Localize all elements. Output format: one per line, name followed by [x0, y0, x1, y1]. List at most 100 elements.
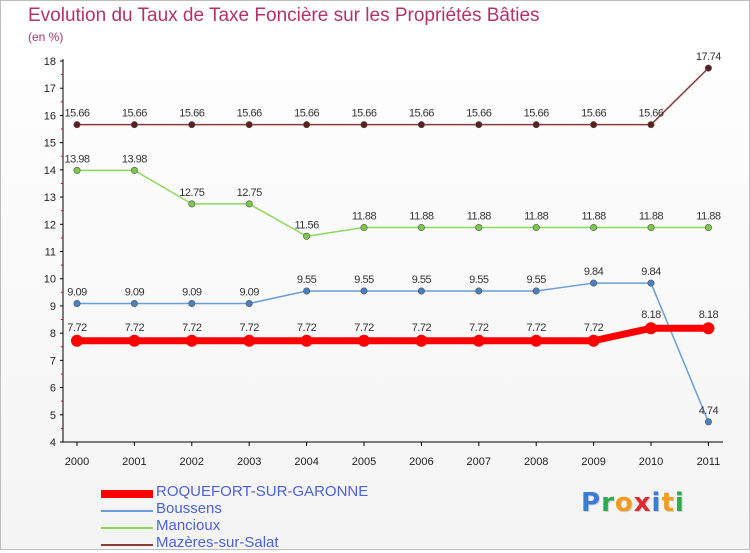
series-line	[73, 324, 712, 345]
y-tick-label: 10	[44, 274, 56, 286]
chart-subtitle: (en %)	[28, 30, 64, 44]
data-point	[73, 299, 81, 307]
data-label: 11.88	[581, 211, 606, 223]
data-label: 11.88	[409, 211, 434, 223]
data-label: 11.56	[294, 219, 319, 231]
x-tick-label: 2008	[524, 456, 548, 468]
data-label: 7.72	[469, 322, 489, 334]
data-point	[645, 322, 657, 335]
data-label: 7.72	[125, 322, 145, 334]
chart-title: Evolution du Taux de Taxe Foncière sur l…	[28, 5, 540, 26]
legend-label: Boussens	[156, 500, 222, 517]
x-tick-label: 2000	[65, 456, 89, 468]
data-point	[417, 224, 425, 232]
data-point	[303, 287, 311, 295]
y-tick-label: 5	[50, 410, 56, 422]
logo-letter: i	[674, 488, 685, 518]
data-label: 11.88	[639, 211, 664, 223]
legend-swatch	[101, 490, 153, 498]
data-point	[188, 200, 196, 208]
data-label: 13.98	[122, 153, 147, 165]
data-point	[188, 121, 196, 129]
data-point	[130, 166, 138, 174]
data-point	[532, 287, 540, 295]
data-label: 15.66	[294, 108, 319, 120]
data-point	[130, 121, 138, 129]
data-label: 13.98	[64, 153, 89, 165]
data-label: 11.88	[467, 211, 492, 223]
data-label: 7.72	[584, 322, 604, 334]
data-point	[358, 334, 370, 347]
data-label: 9.55	[412, 274, 432, 286]
y-tick-label: 16	[44, 110, 56, 122]
data-label: 7.72	[526, 322, 546, 334]
logo-letter: r	[601, 488, 615, 518]
data-point	[245, 121, 253, 129]
data-point	[188, 299, 196, 307]
data-label: 15.66	[581, 108, 606, 120]
data-label: 9.84	[584, 266, 604, 278]
data-point	[303, 232, 311, 240]
data-label: 7.72	[412, 322, 432, 334]
data-label: 17.74	[696, 51, 721, 63]
data-point	[647, 279, 655, 287]
legend-label: Mancioux	[156, 517, 221, 534]
data-label: 8.18	[641, 309, 661, 321]
data-label: 7.72	[239, 322, 259, 334]
x-tick-label: 2010	[639, 456, 663, 468]
logo-letter: i	[651, 488, 662, 518]
data-label: 4.74	[699, 405, 719, 417]
data-label: 15.66	[638, 108, 663, 120]
data-label: 9.09	[182, 286, 202, 298]
series-line	[76, 282, 710, 423]
data-label: 11.88	[524, 211, 549, 223]
data-point	[704, 224, 712, 232]
y-tick-label: 18	[44, 56, 56, 68]
data-label: 15.66	[466, 108, 491, 120]
y-tick-label: 7	[50, 355, 56, 367]
legend-label: Mazères-sur-Salat	[156, 534, 279, 551]
data-point	[590, 224, 598, 232]
data-label: 9.55	[354, 274, 374, 286]
data-label: 15.66	[64, 108, 89, 120]
data-label: 11.88	[696, 211, 721, 223]
data-label: 15.66	[524, 108, 549, 120]
data-point	[704, 418, 712, 426]
data-point	[73, 166, 81, 174]
data-point	[73, 121, 81, 129]
data-point	[532, 121, 540, 129]
data-label: 7.72	[297, 322, 317, 334]
data-label: 12.75	[179, 187, 204, 199]
logo-letter: x	[633, 488, 652, 518]
data-point	[300, 334, 313, 347]
legend-swatch	[101, 510, 153, 512]
x-tick-label: 2001	[122, 456, 146, 468]
data-point	[417, 287, 425, 295]
data-point	[475, 287, 483, 295]
data-point	[245, 200, 253, 208]
data-label: 15.66	[122, 108, 147, 120]
x-tick-label: 2011	[697, 456, 721, 468]
data-label: 11.88	[352, 211, 377, 223]
data-point	[130, 299, 138, 307]
data-point	[303, 121, 311, 129]
y-tick-label: 8	[50, 328, 56, 340]
data-point	[702, 322, 715, 335]
data-point	[360, 287, 368, 295]
data-label: 9.55	[469, 274, 489, 286]
legend-swatch	[101, 527, 153, 529]
x-tick-label: 2005	[352, 456, 376, 468]
data-point	[587, 334, 600, 347]
data-point	[647, 224, 655, 232]
data-point	[475, 121, 483, 129]
y-tick-label: 4	[50, 437, 56, 449]
x-tick-label: 2002	[180, 456, 204, 468]
data-label: 15.66	[237, 108, 262, 120]
data-point	[532, 224, 540, 232]
line-chart: 4 5 6 7 8 9 10 11 12 13 14 15 16 17 18 2000 2001 2002 2003…	[44, 51, 723, 468]
data-point	[472, 334, 485, 347]
data-label: 15.66	[179, 108, 204, 120]
series-line	[76, 169, 710, 238]
data-point	[245, 299, 253, 307]
proxiti-logo: Proxiti	[581, 488, 685, 518]
